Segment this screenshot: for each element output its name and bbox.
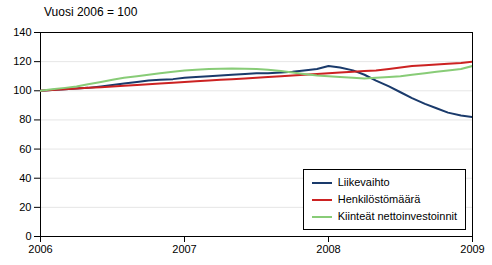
- svg-text:120: 120: [13, 55, 31, 67]
- svg-text:2009: 2009: [460, 243, 484, 255]
- svg-text:40: 40: [19, 172, 31, 184]
- html-text:Liikevaihto: Liikevaihto: [337, 176, 390, 188]
- svg-text:0: 0: [25, 230, 31, 242]
- svg-text:80: 80: [19, 113, 31, 125]
- html-text:Kiinteät nettoinvestoinnit: Kiinteät nettoinvestoinnit: [337, 210, 457, 222]
- svg-text:2007: 2007: [172, 243, 196, 255]
- svg-text:20: 20: [19, 201, 31, 213]
- svg-text:100: 100: [13, 84, 31, 96]
- svg-text:140: 140: [13, 26, 31, 38]
- svg-text:2006: 2006: [28, 243, 52, 255]
- html-text:Vuosi 2006 = 100: Vuosi 2006 = 100: [44, 5, 138, 19]
- html-text:Henkilöstömäärä: Henkilöstömäärä: [337, 193, 421, 205]
- svg-text:60: 60: [19, 143, 31, 155]
- svg-text:2008: 2008: [316, 243, 340, 255]
